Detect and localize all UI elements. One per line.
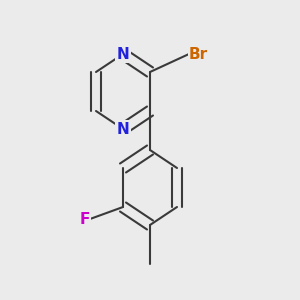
- Text: N: N: [117, 46, 129, 62]
- Text: N: N: [117, 122, 129, 136]
- Text: F: F: [80, 212, 90, 226]
- Text: Br: Br: [189, 46, 208, 62]
